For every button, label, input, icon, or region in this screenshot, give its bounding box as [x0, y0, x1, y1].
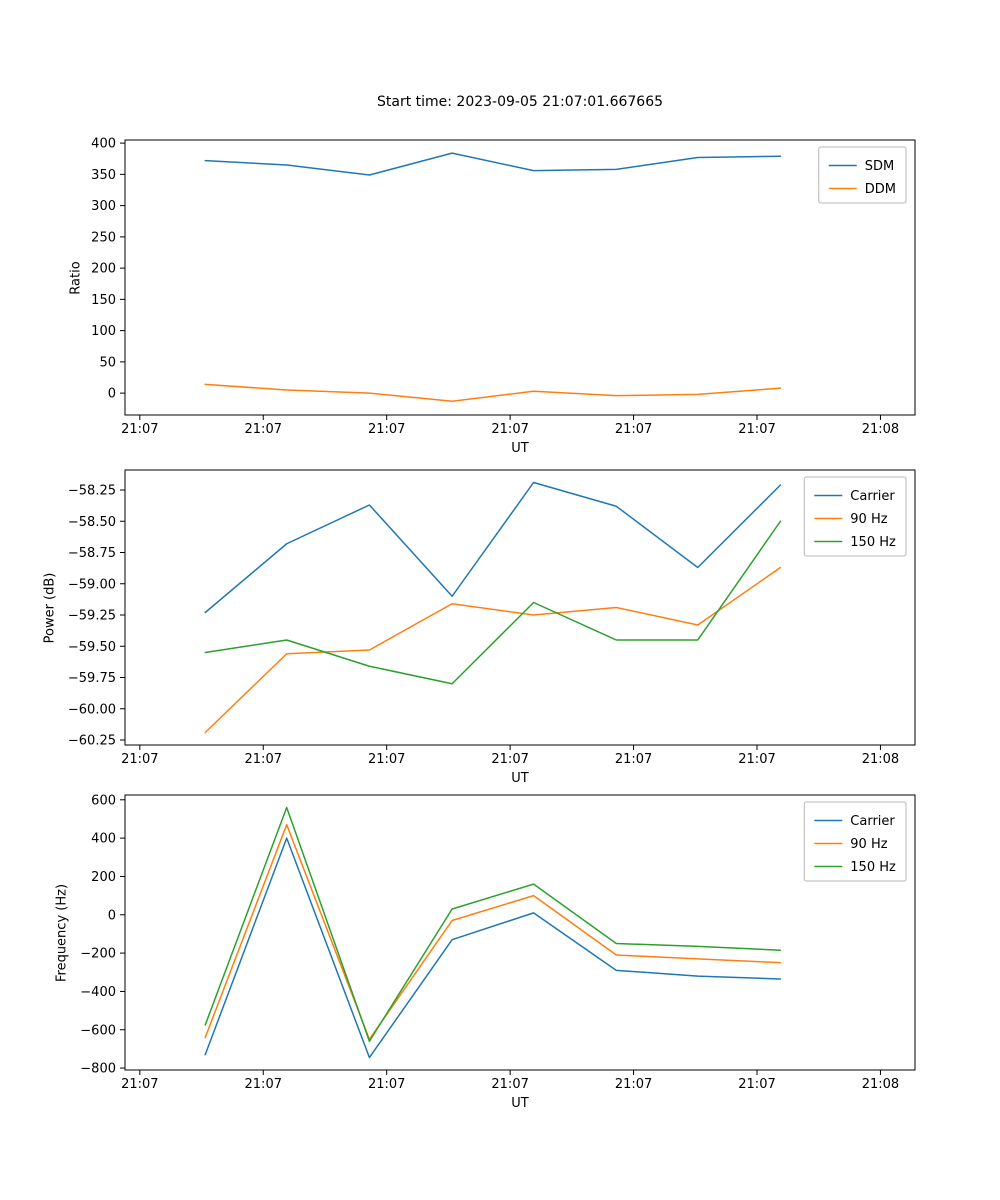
frequency-y-axis-label: Frequency (Hz): [54, 883, 70, 983]
svg-text:21:07: 21:07: [245, 752, 282, 767]
series-line-150-hz: [204, 520, 782, 685]
svg-text:−600: −600: [80, 1023, 116, 1038]
svg-text:150: 150: [91, 293, 116, 308]
svg-text:21:07: 21:07: [245, 1077, 282, 1092]
svg-text:21:07: 21:07: [491, 422, 528, 437]
chart-0: 21:07 21:07 21:07 21:07 21:07 21:07 21:08 0 50 10…: [91, 137, 916, 437]
svg-text:21:07: 21:07: [615, 1077, 652, 1092]
svg-text:−59.50: −59.50: [68, 640, 116, 655]
axes-frame: [124, 794, 916, 1071]
svg-text:400: 400: [91, 832, 116, 847]
svg-text:−59.75: −59.75: [68, 671, 116, 686]
svg-text:−200: −200: [80, 947, 116, 962]
svg-text:100: 100: [91, 324, 116, 339]
svg-text:0: 0: [108, 387, 116, 402]
svg-text:21:07: 21:07: [738, 752, 775, 767]
svg-text:21:07: 21:07: [368, 752, 405, 767]
x-ticks: 21:07 21:07 21:07 21:07 21:07 21:07 21:08: [121, 745, 899, 767]
svg-text:−60.25: −60.25: [68, 734, 116, 749]
svg-text:150 Hz: 150 Hz: [850, 860, 896, 875]
svg-text:21:07: 21:07: [615, 752, 652, 767]
y-ticks: −800 −600 −400 −200 0 200 400 600: [80, 793, 125, 1077]
ratio-y-axis-label: Ratio: [68, 261, 84, 295]
svg-text:21:07: 21:07: [368, 1077, 405, 1092]
series-line-150-hz: [204, 806, 782, 1043]
svg-text:21:07: 21:07: [245, 422, 282, 437]
svg-text:Carrier: Carrier: [850, 814, 895, 829]
svg-text:21:07: 21:07: [491, 752, 528, 767]
x-ticks: 21:07 21:07 21:07 21:07 21:07 21:07 21:08: [121, 1070, 899, 1092]
svg-text:−400: −400: [80, 985, 116, 1000]
legend: SDM DDM: [818, 146, 907, 204]
figure-title: Start time: 2023-09-05 21:07:01.667665: [376, 94, 664, 110]
svg-text:0: 0: [108, 908, 116, 923]
svg-text:21:07: 21:07: [121, 422, 158, 437]
svg-text:350: 350: [91, 168, 116, 183]
svg-text:21:07: 21:07: [491, 1077, 528, 1092]
svg-text:21:07: 21:07: [615, 422, 652, 437]
svg-text:21:07: 21:07: [121, 752, 158, 767]
svg-text:21:07: 21:07: [738, 1077, 775, 1092]
svg-text:400: 400: [91, 137, 116, 152]
svg-text:600: 600: [91, 793, 116, 808]
series-line-sdm: [204, 152, 782, 176]
axes-frame: [124, 469, 916, 746]
svg-text:Carrier: Carrier: [850, 489, 895, 504]
svg-text:21:07: 21:07: [368, 422, 405, 437]
svg-text:−58.25: −58.25: [68, 484, 116, 499]
frequency-x-axis-label: UT: [511, 1096, 529, 1111]
series-line-90-hz: [204, 566, 782, 734]
power-y-axis-label: Power (dB): [42, 572, 58, 644]
series-line-carrier: [204, 837, 782, 1059]
svg-text:−800: −800: [80, 1062, 116, 1077]
x-ticks: 21:07 21:07 21:07 21:07 21:07 21:07 21:08: [121, 415, 899, 437]
svg-text:21:07: 21:07: [121, 1077, 158, 1092]
legend: Carrier 90 Hz 150 Hz: [803, 476, 907, 557]
svg-text:250: 250: [91, 230, 116, 245]
svg-text:−58.50: −58.50: [68, 515, 116, 530]
series-line-ddm: [204, 383, 782, 402]
svg-text:90 Hz: 90 Hz: [850, 837, 887, 852]
svg-text:21:08: 21:08: [862, 1077, 899, 1092]
chart-2: 21:07 21:07 21:07 21:07 21:07 21:07 21:08−800−…: [80, 793, 916, 1092]
svg-text:90 Hz: 90 Hz: [850, 512, 887, 527]
svg-text:21:07: 21:07: [738, 422, 775, 437]
series-line-90-hz: [204, 823, 782, 1041]
svg-text:200: 200: [91, 262, 116, 277]
chart-1: 21:07 21:07 21:07 21:07 21:07 21:07 21:08 −60.2…: [68, 469, 916, 767]
y-ticks: −60.25 −60.00 −59.75 −59.50 −59.25 −59.00 −58.…: [68, 484, 125, 749]
svg-text:21:08: 21:08: [862, 752, 899, 767]
svg-text:300: 300: [91, 199, 116, 214]
svg-text:DDM: DDM: [865, 182, 896, 197]
svg-text:21:08: 21:08: [862, 422, 899, 437]
svg-text:SDM: SDM: [865, 159, 894, 174]
legend: Carrier 90 Hz 150 Hz: [803, 801, 907, 882]
axes-frame: [124, 139, 916, 416]
y-ticks: 0 50 100 150 200 250 300 350 400: [91, 137, 125, 402]
svg-text:50: 50: [99, 355, 116, 370]
power-x-axis-label: UT: [511, 771, 529, 786]
svg-text:150 Hz: 150 Hz: [850, 535, 896, 550]
svg-text:−59.00: −59.00: [68, 577, 116, 592]
svg-text:−60.00: −60.00: [68, 702, 116, 717]
svg-text:−58.75: −58.75: [68, 546, 116, 561]
svg-text:−59.25: −59.25: [68, 609, 116, 624]
series-line-carrier: [204, 481, 782, 614]
svg-text:200: 200: [91, 870, 116, 885]
ratio-x-axis-label: UT: [511, 441, 529, 456]
